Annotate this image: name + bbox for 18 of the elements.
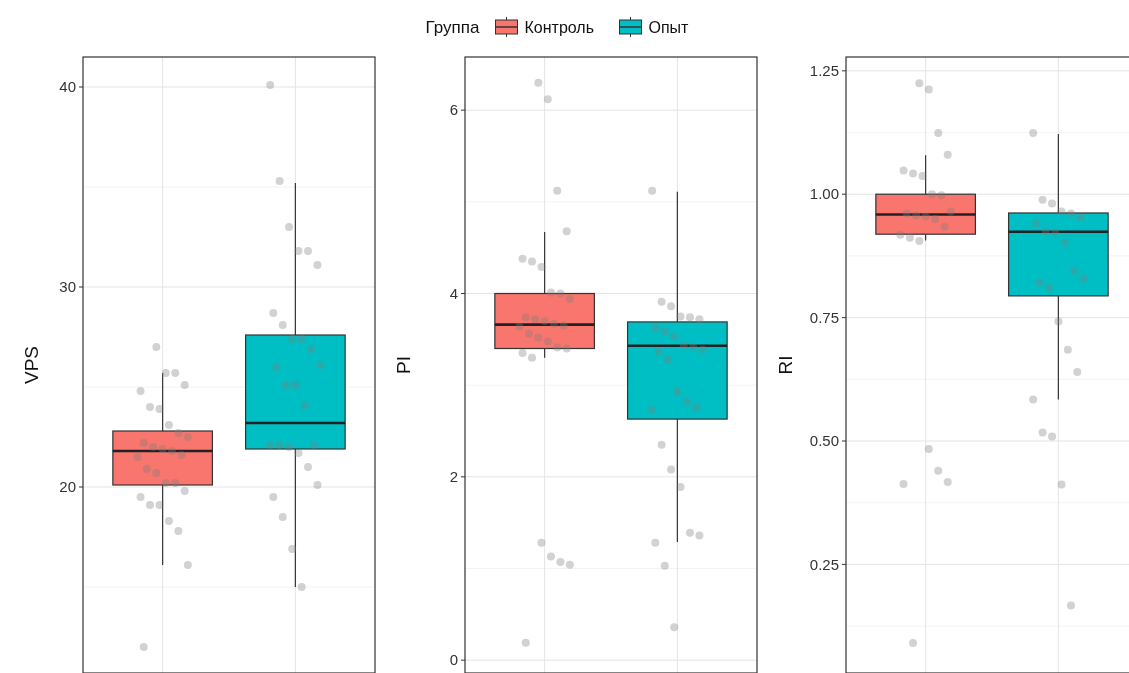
y-tick-label: 2	[449, 468, 458, 486]
y-tick-label: 0.75	[809, 308, 839, 326]
legend-label: Опыт	[648, 18, 690, 36]
y-axis-title: RI	[775, 355, 796, 375]
y-tick-label: 40	[59, 78, 76, 96]
legend-label: Контроль	[524, 18, 594, 36]
y-tick-label: 30	[59, 278, 76, 296]
y-tick-label: 6	[449, 101, 458, 119]
y-tick-label: 0.25	[809, 555, 839, 573]
y-tick-label: 20	[59, 478, 76, 496]
y-tick-label: 0.50	[809, 432, 839, 450]
y-tick-label: 4	[449, 284, 458, 302]
y-tick-label: 0	[449, 651, 458, 669]
legend-title: Группа	[425, 17, 480, 37]
y-tick-label: 1.00	[809, 185, 839, 203]
y-axis-title: VPS	[21, 345, 42, 385]
y-tick-label: 1.25	[809, 62, 839, 80]
y-axis-title: PI	[393, 356, 414, 374]
